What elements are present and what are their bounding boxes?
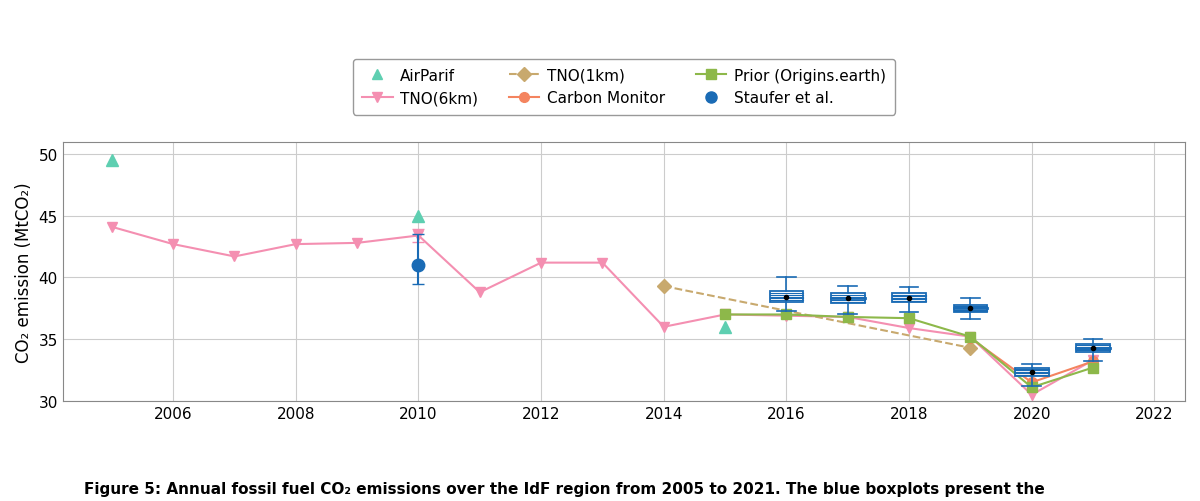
TNO(6km) — [902, 325, 917, 331]
Line: Prior (Origins.earth): Prior (Origins.earth) — [720, 310, 1098, 392]
TNO(6km) — [534, 260, 548, 266]
Carbon Monitor — [1086, 359, 1100, 365]
TNO(6km) — [104, 224, 119, 230]
Carbon Monitor — [1025, 380, 1039, 386]
Bar — [1076, 344, 1110, 352]
Prior (Origins.earth) — [1025, 385, 1039, 391]
Bar — [830, 294, 864, 304]
TNO(1km) — [964, 345, 978, 351]
Line: TNO(1km): TNO(1km) — [659, 282, 976, 353]
TNO(6km) — [595, 260, 610, 266]
Line: AirParif: AirParif — [107, 155, 731, 333]
TNO(6km) — [779, 313, 793, 319]
AirParif — [718, 324, 732, 330]
Bar — [1015, 368, 1049, 376]
Bar — [769, 292, 803, 303]
Bar — [892, 294, 926, 303]
TNO(6km) — [289, 241, 304, 247]
TNO(6km) — [718, 312, 732, 318]
TNO(6km) — [1025, 392, 1039, 398]
Text: Figure 5: Annual fossil fuel CO₂ emissions over the IdF region from 2005 to 2021: Figure 5: Annual fossil fuel CO₂ emissio… — [84, 481, 1045, 496]
TNO(6km) — [964, 334, 978, 340]
Y-axis label: CO₂ emission (MtCO₂): CO₂ emission (MtCO₂) — [14, 181, 34, 362]
Bar — [954, 305, 988, 313]
TNO(6km) — [227, 254, 241, 260]
TNO(6km) — [166, 241, 180, 247]
Line: TNO(6km): TNO(6km) — [107, 222, 1098, 400]
TNO(1km) — [656, 284, 671, 290]
Prior (Origins.earth) — [964, 334, 978, 340]
TNO(6km) — [1086, 357, 1100, 363]
AirParif — [412, 213, 426, 219]
AirParif — [104, 158, 119, 164]
TNO(6km) — [473, 290, 487, 296]
Prior (Origins.earth) — [1086, 365, 1100, 371]
Legend: AirParif, TNO(6km), TNO(1km), Carbon Monitor, Prior (Origins.earth), Staufer et : AirParif, TNO(6km), TNO(1km), Carbon Mon… — [353, 60, 895, 115]
Line: Carbon Monitor: Carbon Monitor — [966, 333, 1098, 387]
Prior (Origins.earth) — [718, 312, 732, 318]
TNO(6km) — [350, 240, 365, 246]
TNO(6km) — [412, 233, 426, 239]
TNO(6km) — [656, 324, 671, 330]
Prior (Origins.earth) — [779, 312, 793, 318]
Carbon Monitor — [964, 335, 978, 341]
Prior (Origins.earth) — [902, 316, 917, 322]
Prior (Origins.earth) — [840, 314, 854, 320]
TNO(6km) — [840, 314, 854, 320]
